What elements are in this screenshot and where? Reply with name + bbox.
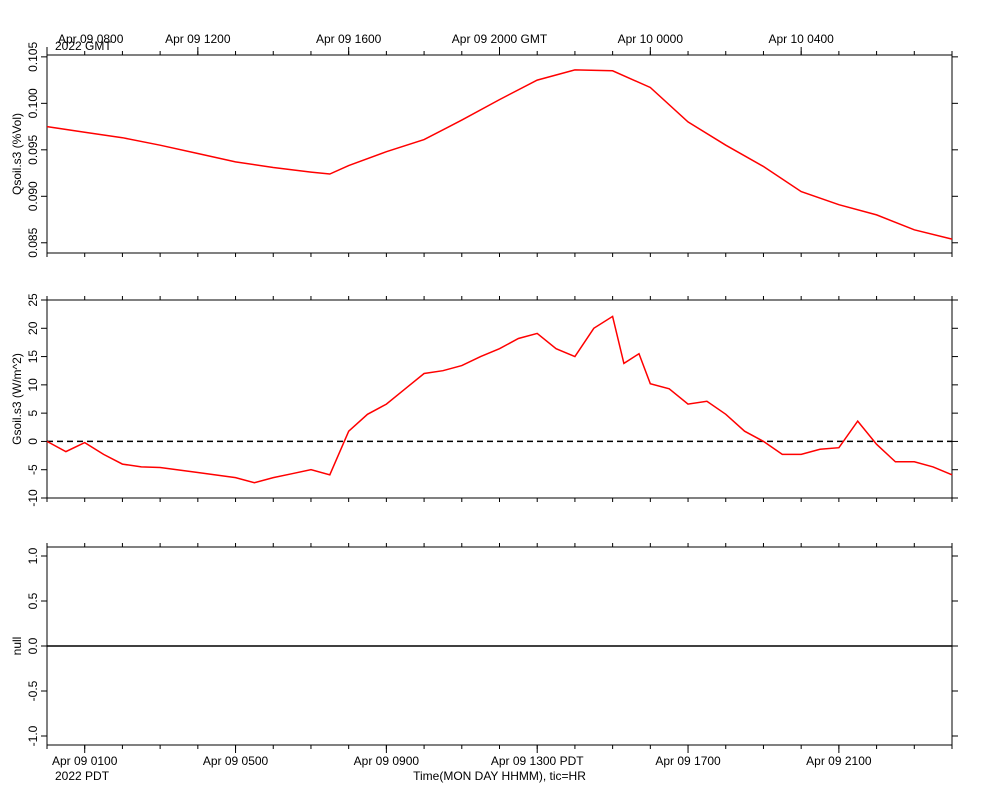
y-tick-label: -0.5 (26, 680, 40, 701)
x-tick-label: Apr 09 0500 (203, 754, 269, 768)
x-tick-label: Apr 09 1700 (655, 754, 721, 768)
x2-year-label: 2022 GMT (55, 39, 112, 53)
y-tick-label: -5 (26, 464, 40, 475)
y-tick-label: 0.5 (26, 592, 40, 609)
x2-tick-label: Apr 09 1200 (165, 32, 231, 46)
y-tick-label: 20 (26, 321, 40, 335)
y-tick-label: 0.105 (26, 42, 40, 72)
y-tick-label: 1.0 (26, 547, 40, 564)
y-tick-label: -1.0 (26, 725, 40, 746)
x-tick-label: Apr 09 0900 (354, 754, 420, 768)
y-tick-label: 0.085 (26, 227, 40, 257)
x2-tick-label: Apr 10 0400 (768, 32, 834, 46)
x2-tick-label: Apr 09 0800 (58, 32, 124, 46)
x-tick-label: Apr 09 1300 PDT (491, 754, 584, 768)
x2-tick-label: Apr 09 1600 (316, 32, 382, 46)
y-tick-label: 5 (26, 409, 40, 416)
y-tick-label: 0.095 (26, 134, 40, 164)
y-tick-label: 0.0 (26, 637, 40, 654)
x-tick-label: Apr 09 2100 (806, 754, 872, 768)
x-axis-title: Time(MON DAY HHMM), tic=HR (413, 769, 586, 783)
plot-frame (46, 299, 953, 499)
x-tick-label: Apr 09 0100 (52, 754, 118, 768)
y-axis-title: Gsoil.s3 (W/m^2) (10, 353, 24, 445)
y-tick-label: 0.100 (26, 88, 40, 118)
y-axis-title: null (10, 637, 24, 656)
y-tick-label: 0.090 (26, 181, 40, 211)
y-tick-label: 10 (26, 378, 40, 392)
y-tick-label: 0 (26, 438, 40, 445)
y-tick-label: -10 (26, 489, 40, 507)
y-tick-label: 15 (26, 350, 40, 364)
y-tick-label: 25 (26, 293, 40, 307)
x2-tick-label: Apr 09 2000 GMT (452, 32, 548, 46)
data-line (46, 315, 953, 484)
data-line (46, 69, 953, 240)
y-axis-title: Qsoil.s3 (%Vol) (10, 113, 24, 195)
plot-frame (46, 54, 953, 254)
x2-tick-label: Apr 10 0000 (618, 32, 684, 46)
x-year-label: 2022 PDT (55, 769, 110, 783)
